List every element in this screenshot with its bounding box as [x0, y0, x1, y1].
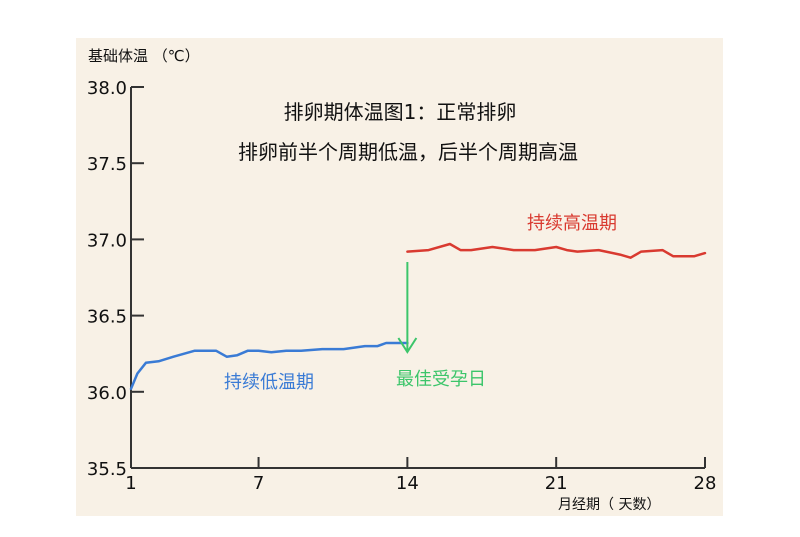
- y-tick-label: 35.5: [87, 459, 127, 480]
- x-tick-label: 28: [694, 473, 717, 494]
- x-axis-label: 月经期（ 天数）: [558, 497, 660, 513]
- x-tick-label: 7: [253, 473, 264, 494]
- y-ticks: 35.5 36.0 36.5 37.0 37.5 38.0: [87, 78, 144, 480]
- y-tick-label: 36.0: [87, 383, 127, 404]
- annotation-best-conception-day: 最佳受孕日: [396, 369, 486, 390]
- chart-title-line-2: 排卵前半个周期低温，后半个周期高温: [238, 140, 578, 164]
- y-tick-label: 38.0: [87, 78, 127, 99]
- ovulation-arrow: [397, 262, 418, 354]
- chart-background: [76, 38, 723, 516]
- series-label-low-phase: 持续低温期: [224, 372, 314, 393]
- y-tick-label: 37.5: [87, 154, 127, 175]
- x-tick-label: 1: [125, 473, 136, 494]
- series-label-high-phase: 持续高温期: [527, 213, 617, 234]
- series-line-high-phase: [406, 242, 707, 259]
- series-layer: [129, 242, 707, 391]
- y-tick-label: 37.0: [87, 230, 127, 251]
- series-line-low-phase: [129, 341, 409, 391]
- x-tick-label: 21: [545, 473, 568, 494]
- y-axis-label: 基础体温 （℃）: [88, 47, 200, 65]
- x-ticks: 1 7 14 21 28: [125, 457, 716, 494]
- y-tick-label: 36.5: [87, 307, 127, 328]
- ovulation-arrow-head: [397, 337, 418, 354]
- x-tick-label: 14: [396, 473, 419, 494]
- chart-title-line-1: 排卵期体温图1：正常排卵: [284, 100, 517, 124]
